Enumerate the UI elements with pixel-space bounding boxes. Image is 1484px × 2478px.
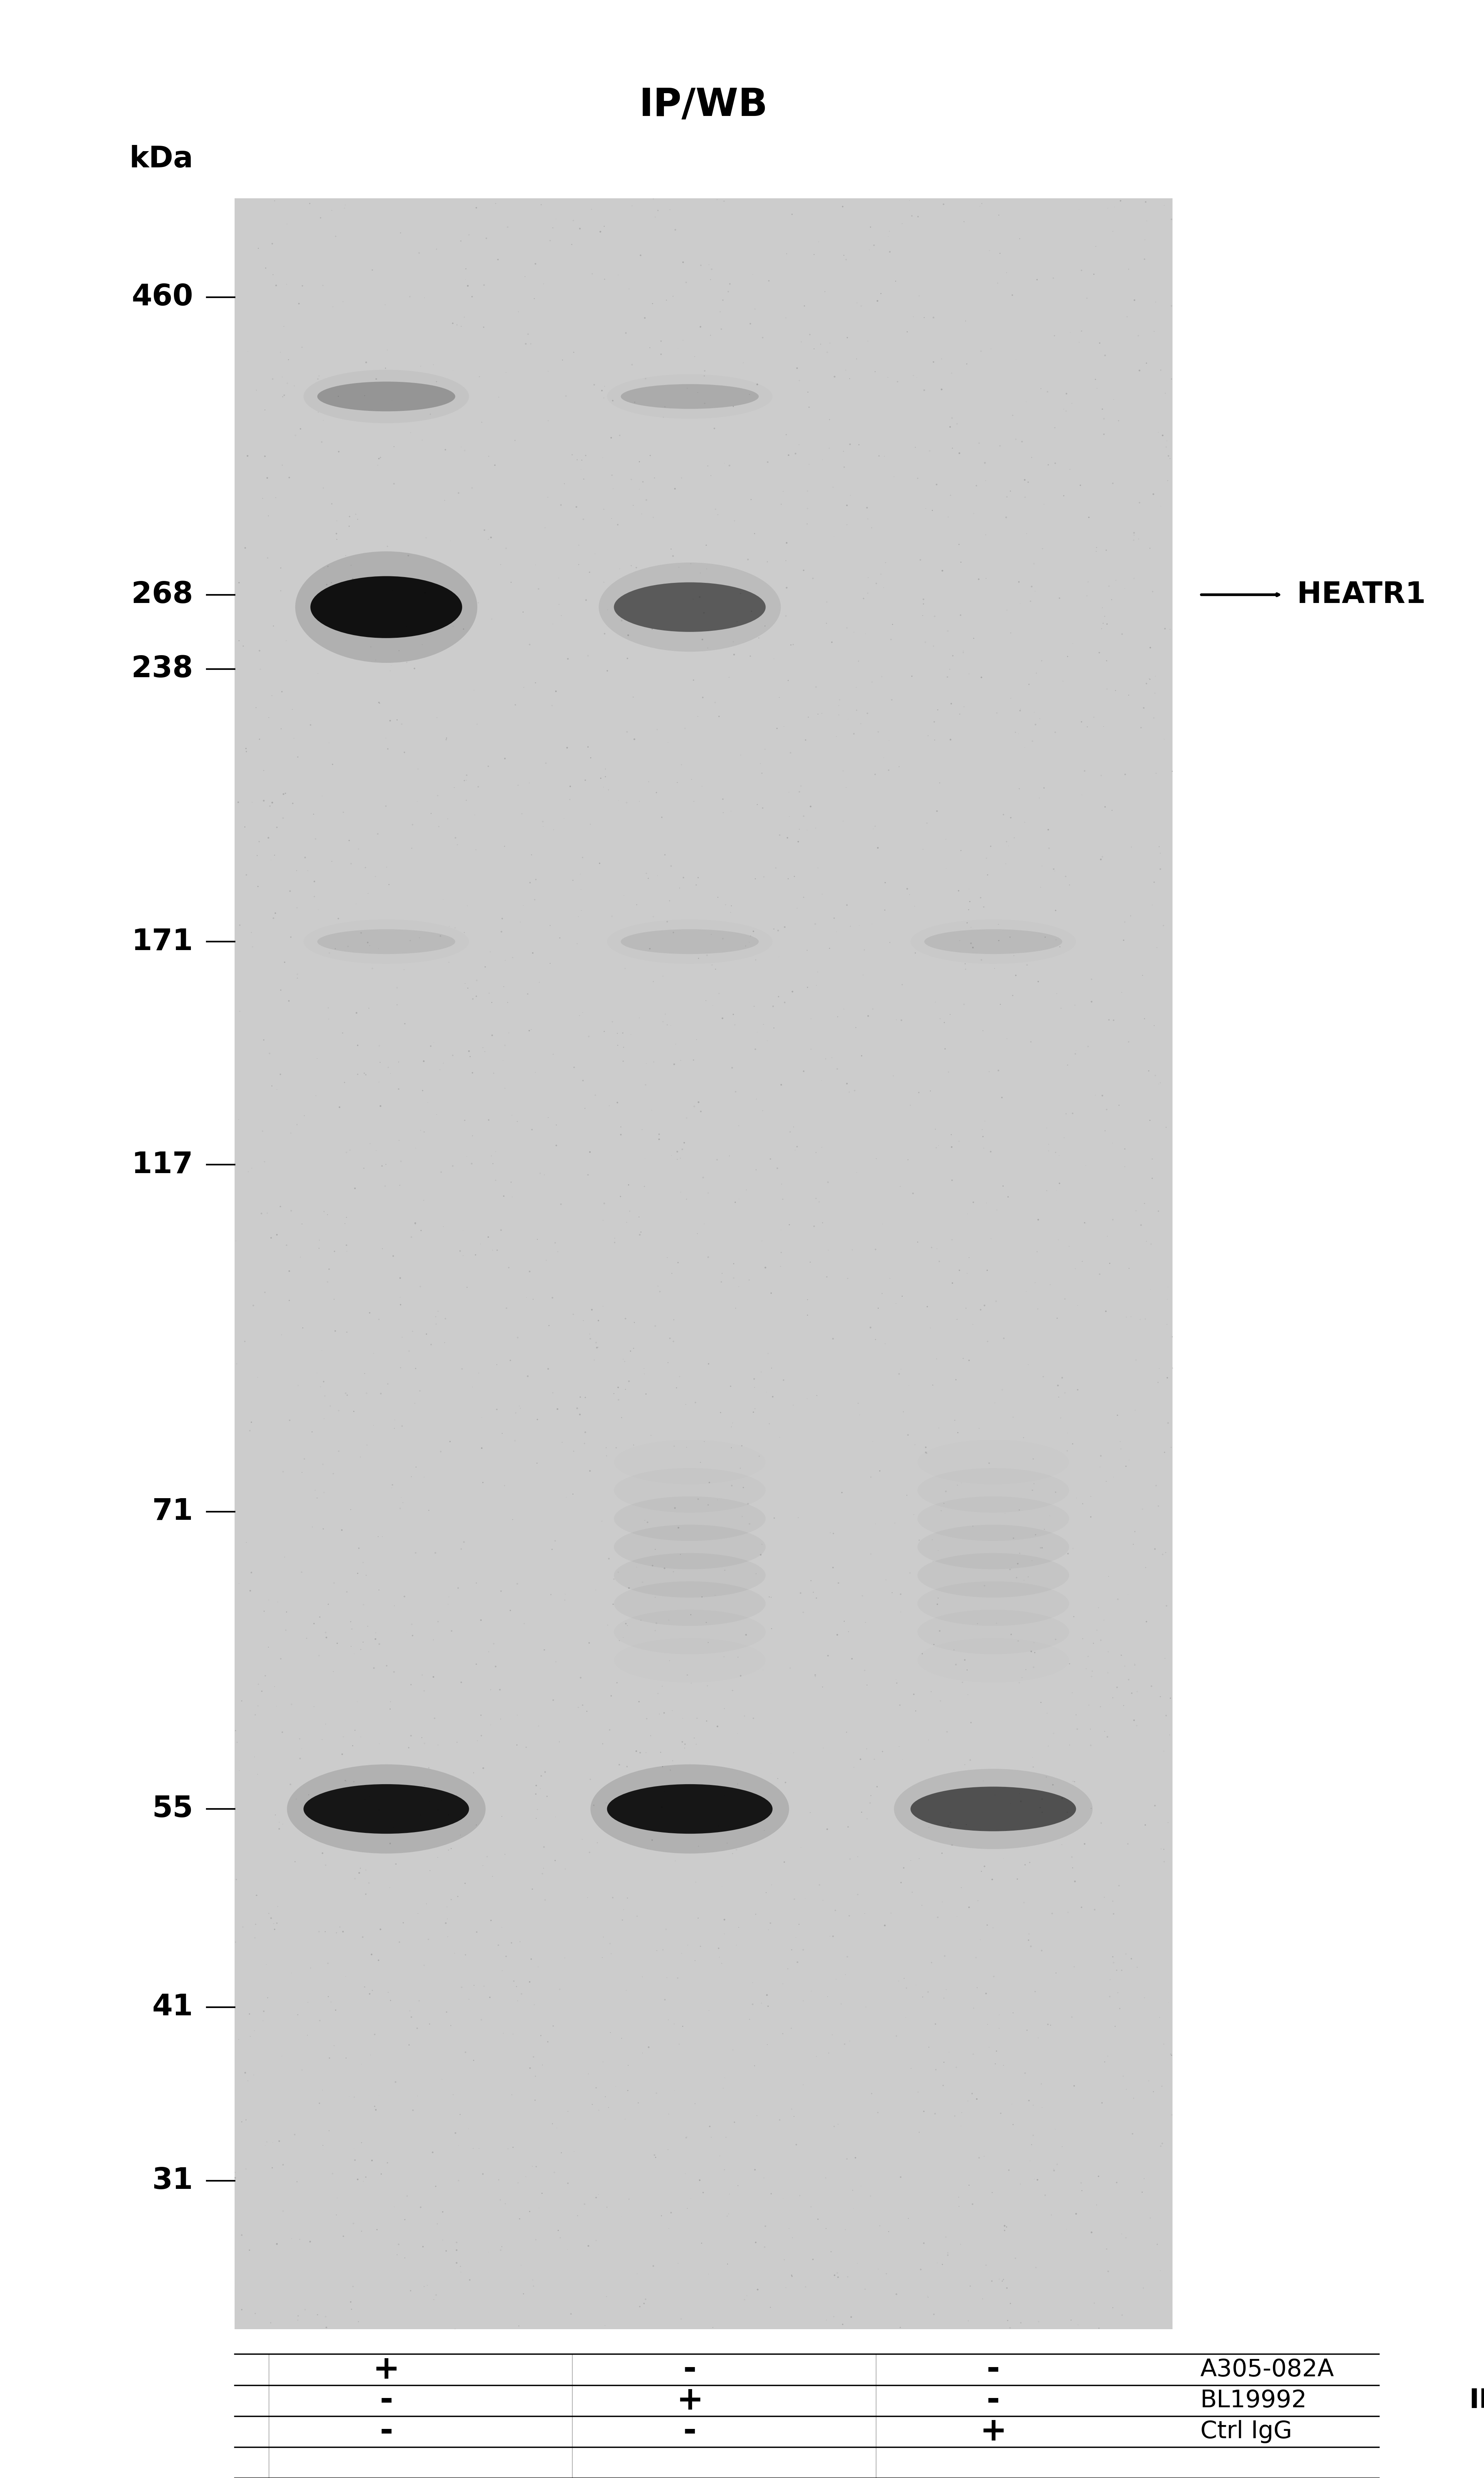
- Ellipse shape: [620, 384, 758, 409]
- Text: Ctrl IgG: Ctrl IgG: [1201, 2421, 1293, 2443]
- Ellipse shape: [911, 1787, 1076, 1831]
- Text: -: -: [987, 2354, 1000, 2386]
- Text: IP: IP: [1469, 2389, 1484, 2414]
- Ellipse shape: [318, 929, 456, 954]
- Text: -: -: [987, 2384, 1000, 2416]
- Text: BL19992: BL19992: [1201, 2389, 1307, 2411]
- Ellipse shape: [925, 929, 1063, 954]
- Text: 460: 460: [132, 282, 193, 312]
- Text: +: +: [372, 2354, 399, 2386]
- Text: -: -: [683, 2416, 696, 2448]
- Text: IP/WB: IP/WB: [640, 87, 767, 124]
- Ellipse shape: [614, 582, 766, 632]
- Text: 71: 71: [151, 1497, 193, 1526]
- Ellipse shape: [295, 550, 478, 664]
- Text: 268: 268: [132, 580, 193, 610]
- Text: A305-082A: A305-082A: [1201, 2359, 1334, 2381]
- Ellipse shape: [304, 1784, 469, 1834]
- Ellipse shape: [620, 929, 758, 954]
- Ellipse shape: [286, 1764, 485, 1854]
- Text: 238: 238: [132, 654, 193, 684]
- Text: 55: 55: [151, 1794, 193, 1824]
- Text: +: +: [677, 2384, 703, 2416]
- Text: -: -: [380, 2416, 393, 2448]
- Text: 171: 171: [132, 927, 193, 957]
- Text: +: +: [979, 2416, 1006, 2448]
- Ellipse shape: [310, 577, 462, 637]
- Text: 117: 117: [132, 1150, 193, 1180]
- Ellipse shape: [893, 1769, 1092, 1849]
- Text: HEATR1: HEATR1: [1297, 580, 1426, 610]
- Text: -: -: [380, 2384, 393, 2416]
- Text: 31: 31: [153, 2166, 193, 2196]
- Ellipse shape: [591, 1764, 789, 1854]
- Text: kDa: kDa: [129, 144, 193, 173]
- FancyBboxPatch shape: [234, 198, 1172, 2329]
- Text: 41: 41: [153, 1992, 193, 2022]
- Ellipse shape: [318, 382, 456, 411]
- Ellipse shape: [607, 1784, 773, 1834]
- Text: -: -: [683, 2354, 696, 2386]
- Ellipse shape: [598, 563, 781, 652]
